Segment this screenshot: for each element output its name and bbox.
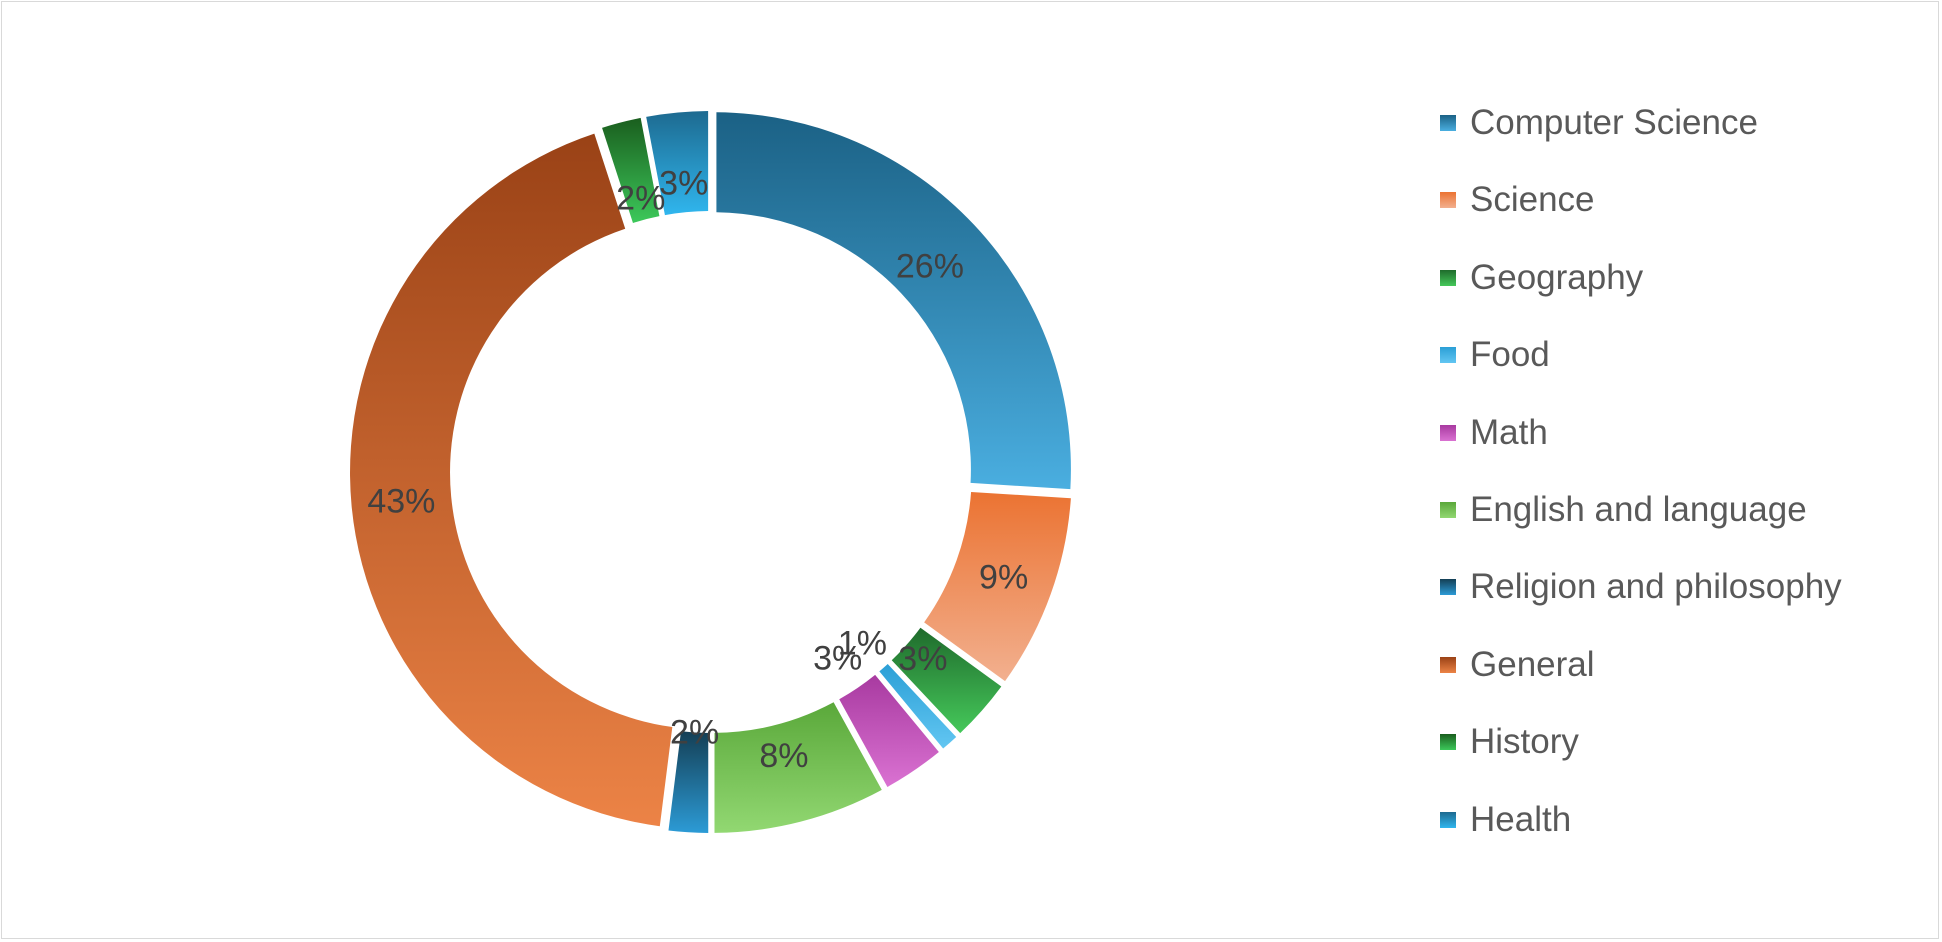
donut-chart: 26%9%3%1%3%8%2%43%2%3%	[350, 111, 1071, 833]
slice-computer-science	[716, 112, 1071, 490]
legend-item-food: Food	[1440, 332, 1940, 409]
data-label-math: 3%	[813, 639, 862, 677]
data-label-food: 1%	[838, 625, 887, 663]
slice-health	[646, 111, 709, 216]
slice-english-and-language	[714, 702, 882, 833]
legend-swatch	[1440, 115, 1456, 131]
legend-label: History	[1470, 722, 1579, 762]
legend-label: General	[1470, 644, 1595, 684]
legend-swatch	[1440, 656, 1456, 673]
legend-item-history: History	[1440, 719, 1940, 796]
legend-label: Science	[1470, 180, 1595, 220]
data-label-geography: 3%	[898, 640, 947, 678]
slice-science	[924, 491, 1071, 682]
legend-swatch	[1440, 811, 1456, 828]
legend-swatch	[1440, 579, 1456, 596]
legend-swatch	[1440, 501, 1456, 518]
legend-label: English and language	[1470, 489, 1807, 529]
legend-swatch	[1440, 734, 1456, 751]
slice-religion-and-philosophy	[668, 731, 709, 833]
legend-item-religion-and-philosophy: Religion and philosophy	[1440, 564, 1940, 641]
data-label-english-and-language: 8%	[759, 737, 808, 775]
data-label-history: 2%	[616, 179, 665, 217]
legend-label: Health	[1470, 799, 1572, 839]
legend-label: Food	[1470, 335, 1550, 375]
legend-item-english-and-language: English and language	[1440, 487, 1940, 564]
legend-label: Math	[1470, 412, 1548, 452]
slice-math	[839, 674, 939, 787]
legend: Computer Science Science Geography Food Math…	[1440, 100, 1940, 874]
data-label-religion-and-philosophy: 2%	[670, 714, 719, 752]
legend-item-math: Math	[1440, 410, 1940, 487]
legend-swatch	[1440, 192, 1456, 209]
data-label-science: 9%	[979, 558, 1028, 596]
data-label-health: 3%	[659, 165, 708, 203]
data-label-general: 43%	[367, 482, 435, 520]
legend-label: Computer Science	[1470, 103, 1758, 142]
slice-history	[602, 117, 660, 223]
legend-item-general: General	[1440, 642, 1940, 719]
legend-item-computer-science: Computer Science	[1440, 100, 1940, 177]
legend-swatch	[1440, 347, 1456, 364]
legend-label: Geography	[1470, 257, 1644, 297]
legend-item-health: Health	[1440, 797, 1940, 874]
legend-label: Religion and philosophy	[1470, 567, 1842, 607]
legend-item-geography: Geography	[1440, 255, 1940, 332]
legend-item-science: Science	[1440, 177, 1940, 254]
data-label-computer-science: 26%	[896, 247, 964, 285]
slice-general	[350, 133, 673, 827]
slice-geography	[891, 627, 1002, 734]
legend-swatch	[1440, 269, 1456, 286]
slice-food	[879, 664, 957, 749]
legend-swatch	[1440, 424, 1456, 441]
